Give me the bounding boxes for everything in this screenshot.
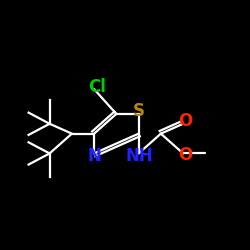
Text: S: S [132,102,144,120]
Text: O: O [178,112,193,130]
Text: O: O [178,146,193,164]
Text: N: N [87,147,101,165]
Text: NH: NH [126,147,154,165]
Text: Cl: Cl [88,78,106,96]
